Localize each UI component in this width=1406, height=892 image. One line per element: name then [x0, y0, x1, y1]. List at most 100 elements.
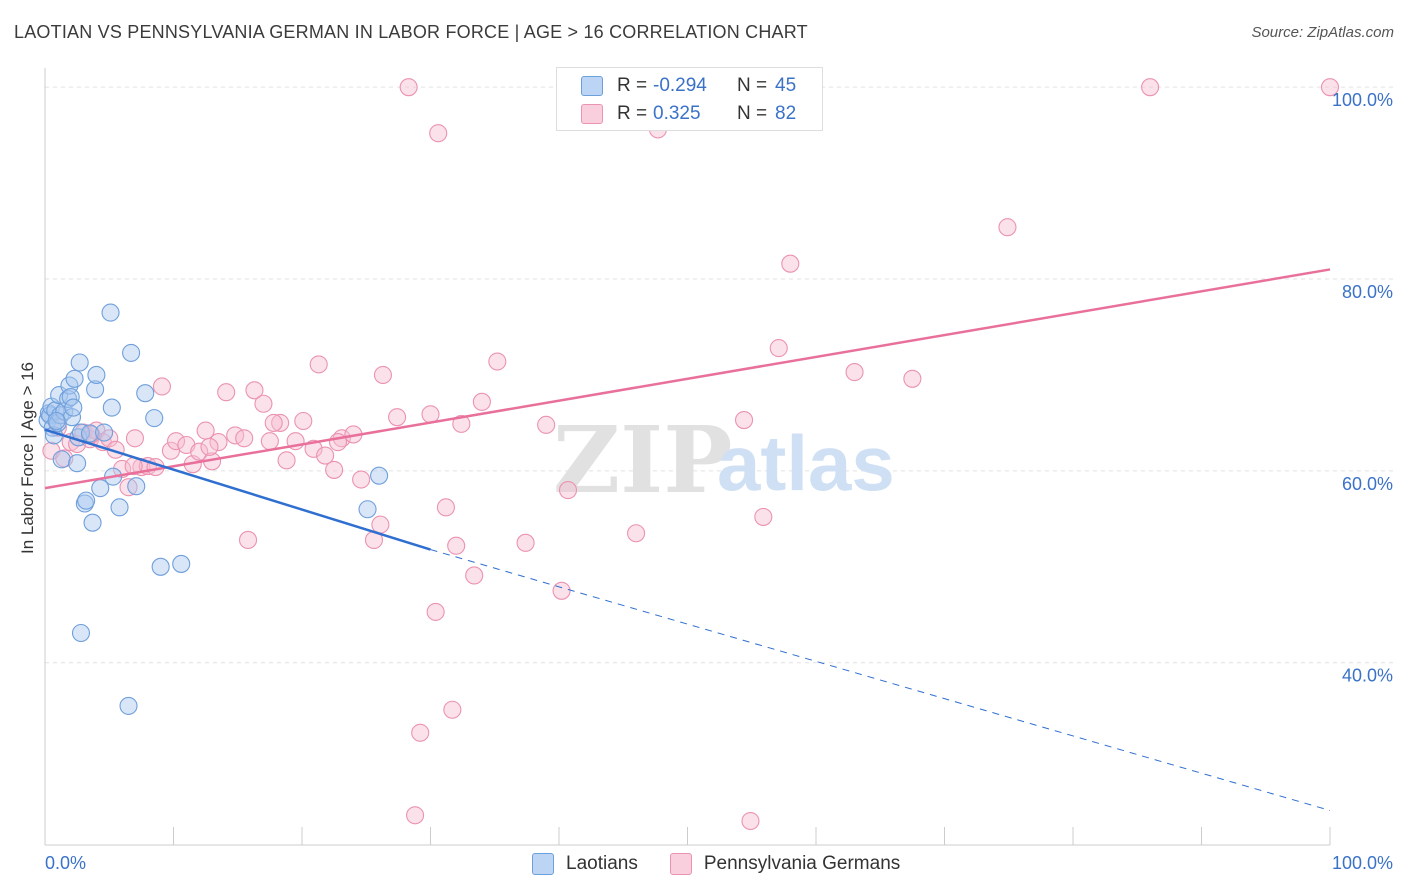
data-point-laotians: [127, 477, 146, 496]
data-point-laotians: [136, 384, 155, 403]
data-point-laotians: [70, 353, 89, 372]
y-tick-label: 100.0%: [1332, 90, 1393, 110]
data-point-laotians: [172, 554, 191, 573]
data-point-pennsylvania-germans: [998, 218, 1017, 237]
data-point-pennsylvania-germans: [100, 429, 119, 448]
trend-line-laotians: [44, 428, 431, 551]
legend-r-label: R =: [617, 75, 648, 96]
data-point-pennsylvania-germans: [245, 381, 264, 400]
x-tick-label: 100.0%: [1332, 853, 1393, 873]
data-point-pennsylvania-germans: [516, 533, 535, 552]
data-point-pennsylvania-germans: [190, 442, 209, 461]
data-point-pennsylvania-germans: [754, 507, 773, 526]
data-point-pennsylvania-germans: [1141, 78, 1160, 97]
data-point-pennsylvania-germans: [119, 478, 138, 497]
data-point-pennsylvania-germans: [371, 515, 390, 534]
data-point-pennsylvania-germans: [152, 377, 171, 396]
data-point-pennsylvania-germans: [488, 352, 507, 371]
data-point-pennsylvania-germans: [443, 700, 462, 719]
data-point-laotians: [86, 380, 105, 399]
data-point-laotians: [151, 557, 170, 576]
legend-n-value-pennsylvania-germans: 82: [775, 103, 797, 124]
data-point-pennsylvania-germans: [447, 536, 466, 555]
data-point-pennsylvania-germans: [254, 394, 273, 413]
legend-r-value-laotians: -0.294: [653, 75, 707, 96]
data-point-pennsylvania-germans: [558, 481, 578, 500]
data-point-pennsylvania-germans: [845, 363, 864, 382]
data-point-laotians: [52, 450, 71, 469]
trend-line-laotians-extension: [430, 549, 1331, 811]
data-point-laotians: [370, 466, 389, 485]
grid-layer: [45, 86, 1393, 664]
data-point-pennsylvania-germans: [452, 414, 471, 433]
data-point-laotians: [358, 500, 377, 519]
watermark-zip: ZIP: [553, 406, 732, 514]
legend-n-value-laotians: 45: [775, 75, 797, 96]
data-point-pennsylvania-germans: [294, 411, 313, 431]
data-point-pennsylvania-germans: [399, 78, 418, 97]
series-legend: Laotians Pennsylvania Germans: [532, 852, 900, 876]
data-point-laotians: [80, 424, 100, 443]
data-point-laotians: [68, 454, 87, 473]
legend-r-value-pennsylvania-germans: 0.325: [653, 103, 701, 124]
data-point-laotians: [95, 423, 114, 442]
data-point-pennsylvania-germans: [741, 811, 760, 831]
legend-swatch-laotians: [581, 76, 603, 96]
data-point-pennsylvania-germans: [734, 410, 754, 430]
data-point-pennsylvania-germans: [352, 470, 371, 489]
series-legend-label-pennsylvania-germans: Pennsylvania Germans: [703, 853, 901, 874]
points-layer: [38, 78, 1340, 831]
stats-legend: R = -0.294 N = 45 R = 0.325 N = 82: [556, 67, 823, 131]
data-point-pennsylvania-germans: [552, 581, 571, 600]
data-point-laotians: [87, 365, 106, 385]
data-point-laotians: [71, 623, 91, 643]
legend-row-laotians: R = -0.294 N = 45: [557, 74, 796, 98]
data-point-laotians: [65, 369, 84, 388]
y-axis-label: In Labor Force | Age > 16: [18, 361, 37, 555]
x-tick-label: 0.0%: [45, 853, 86, 873]
data-point-laotians: [64, 398, 83, 417]
legend-n-label: N =: [737, 75, 768, 96]
trend-layer: [44, 268, 1331, 811]
data-point-pennsylvania-germans: [781, 254, 800, 273]
data-point-pennsylvania-germans: [217, 383, 236, 402]
series-legend-swatch-laotians: [532, 853, 554, 875]
legend-n-label: N =: [737, 103, 768, 124]
data-point-pennsylvania-germans: [277, 451, 296, 470]
data-point-pennsylvania-germans: [429, 124, 448, 143]
data-point-pennsylvania-germans: [388, 408, 407, 427]
data-point-pennsylvania-germans: [264, 413, 283, 432]
data-point-pennsylvania-germans: [537, 415, 556, 434]
data-point-laotians: [47, 411, 66, 431]
data-point-pennsylvania-germans: [209, 433, 228, 452]
data-point-pennsylvania-germans: [465, 566, 484, 585]
data-point-pennsylvania-germans: [125, 429, 144, 448]
data-point-laotians: [102, 398, 121, 417]
data-point-laotians: [77, 491, 96, 510]
data-point-laotians: [119, 696, 138, 715]
data-point-pennsylvania-germans: [411, 723, 430, 742]
data-point-pennsylvania-germans: [167, 432, 186, 451]
data-point-pennsylvania-germans: [373, 365, 393, 385]
y-tick-label: 80.0%: [1342, 282, 1393, 302]
data-point-pennsylvania-germans: [426, 602, 445, 621]
data-point-pennsylvania-germans: [627, 524, 646, 543]
data-point-pennsylvania-germans: [238, 530, 258, 550]
data-point-pennsylvania-germans: [421, 405, 440, 424]
data-point-pennsylvania-germans: [903, 369, 922, 388]
data-point-laotians: [83, 513, 102, 532]
data-point-pennsylvania-germans: [260, 432, 279, 451]
series-legend-swatch-pennsylvania-germans: [669, 853, 692, 875]
data-point-laotians: [145, 409, 164, 428]
trend-line-pennsylvania-germans: [44, 268, 1331, 490]
y-tick-label: 60.0%: [1342, 474, 1393, 494]
data-point-pennsylvania-germans: [325, 460, 344, 479]
data-point-pennsylvania-germans: [309, 355, 328, 374]
source-credit: Source: ZipAtlas.com: [1251, 24, 1394, 41]
watermark: ZIP atlas: [553, 406, 895, 514]
data-point-laotians: [59, 389, 78, 408]
data-point-laotians: [122, 343, 141, 362]
data-point-pennsylvania-germans: [316, 446, 335, 465]
legend-swatch-pennsylvania-germans: [581, 104, 603, 124]
tick-label-layer: 40.0% 60.0% 80.0% 100.0% 0.0% 100.0%: [45, 90, 1393, 873]
